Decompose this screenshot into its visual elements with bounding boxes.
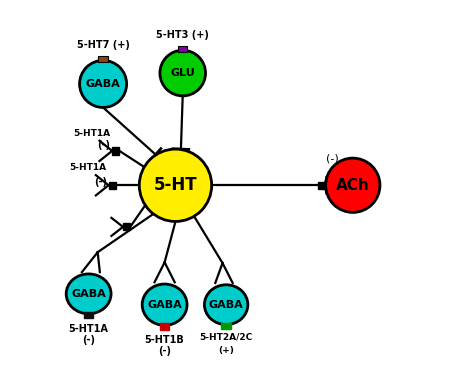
Text: 5-HT1A: 5-HT1A [69,324,109,334]
Bar [318,182,325,189]
Ellipse shape [204,285,248,325]
Text: ACh: ACh [336,178,370,193]
Text: (-): (-) [94,177,107,187]
Text: 5-HT7 (+): 5-HT7 (+) [77,40,129,50]
Text: 5-HT3 (+): 5-HT3 (+) [156,30,209,40]
Text: 5-HT2A/2C: 5-HT2A/2C [200,333,253,342]
Text: GABA: GABA [86,79,120,89]
Bar [160,323,169,330]
Bar [123,223,130,231]
Bar [221,323,231,329]
Text: (-): (-) [326,153,338,163]
Text: 5-HT: 5-HT [154,176,197,194]
Ellipse shape [80,60,127,107]
Text: 5-HT1A: 5-HT1A [70,163,107,172]
Bar [99,56,108,62]
Bar [109,182,116,189]
Text: 5-HT1A: 5-HT1A [73,129,110,138]
Text: (-): (-) [82,335,95,345]
Text: GABA: GABA [147,300,182,310]
Text: GABA: GABA [209,300,244,310]
Bar [84,312,93,318]
Ellipse shape [326,158,380,213]
Text: (+): (+) [218,346,234,355]
Text: (-): (-) [97,141,110,151]
Text: GABA: GABA [71,289,106,299]
Bar [112,147,119,154]
Ellipse shape [160,50,206,96]
Ellipse shape [66,274,111,314]
Ellipse shape [142,284,187,325]
Text: 5-HT1B: 5-HT1B [145,335,184,345]
Ellipse shape [139,149,212,221]
Text: GLU: GLU [170,68,195,78]
Text: (-): (-) [158,346,171,356]
Bar [178,46,187,52]
